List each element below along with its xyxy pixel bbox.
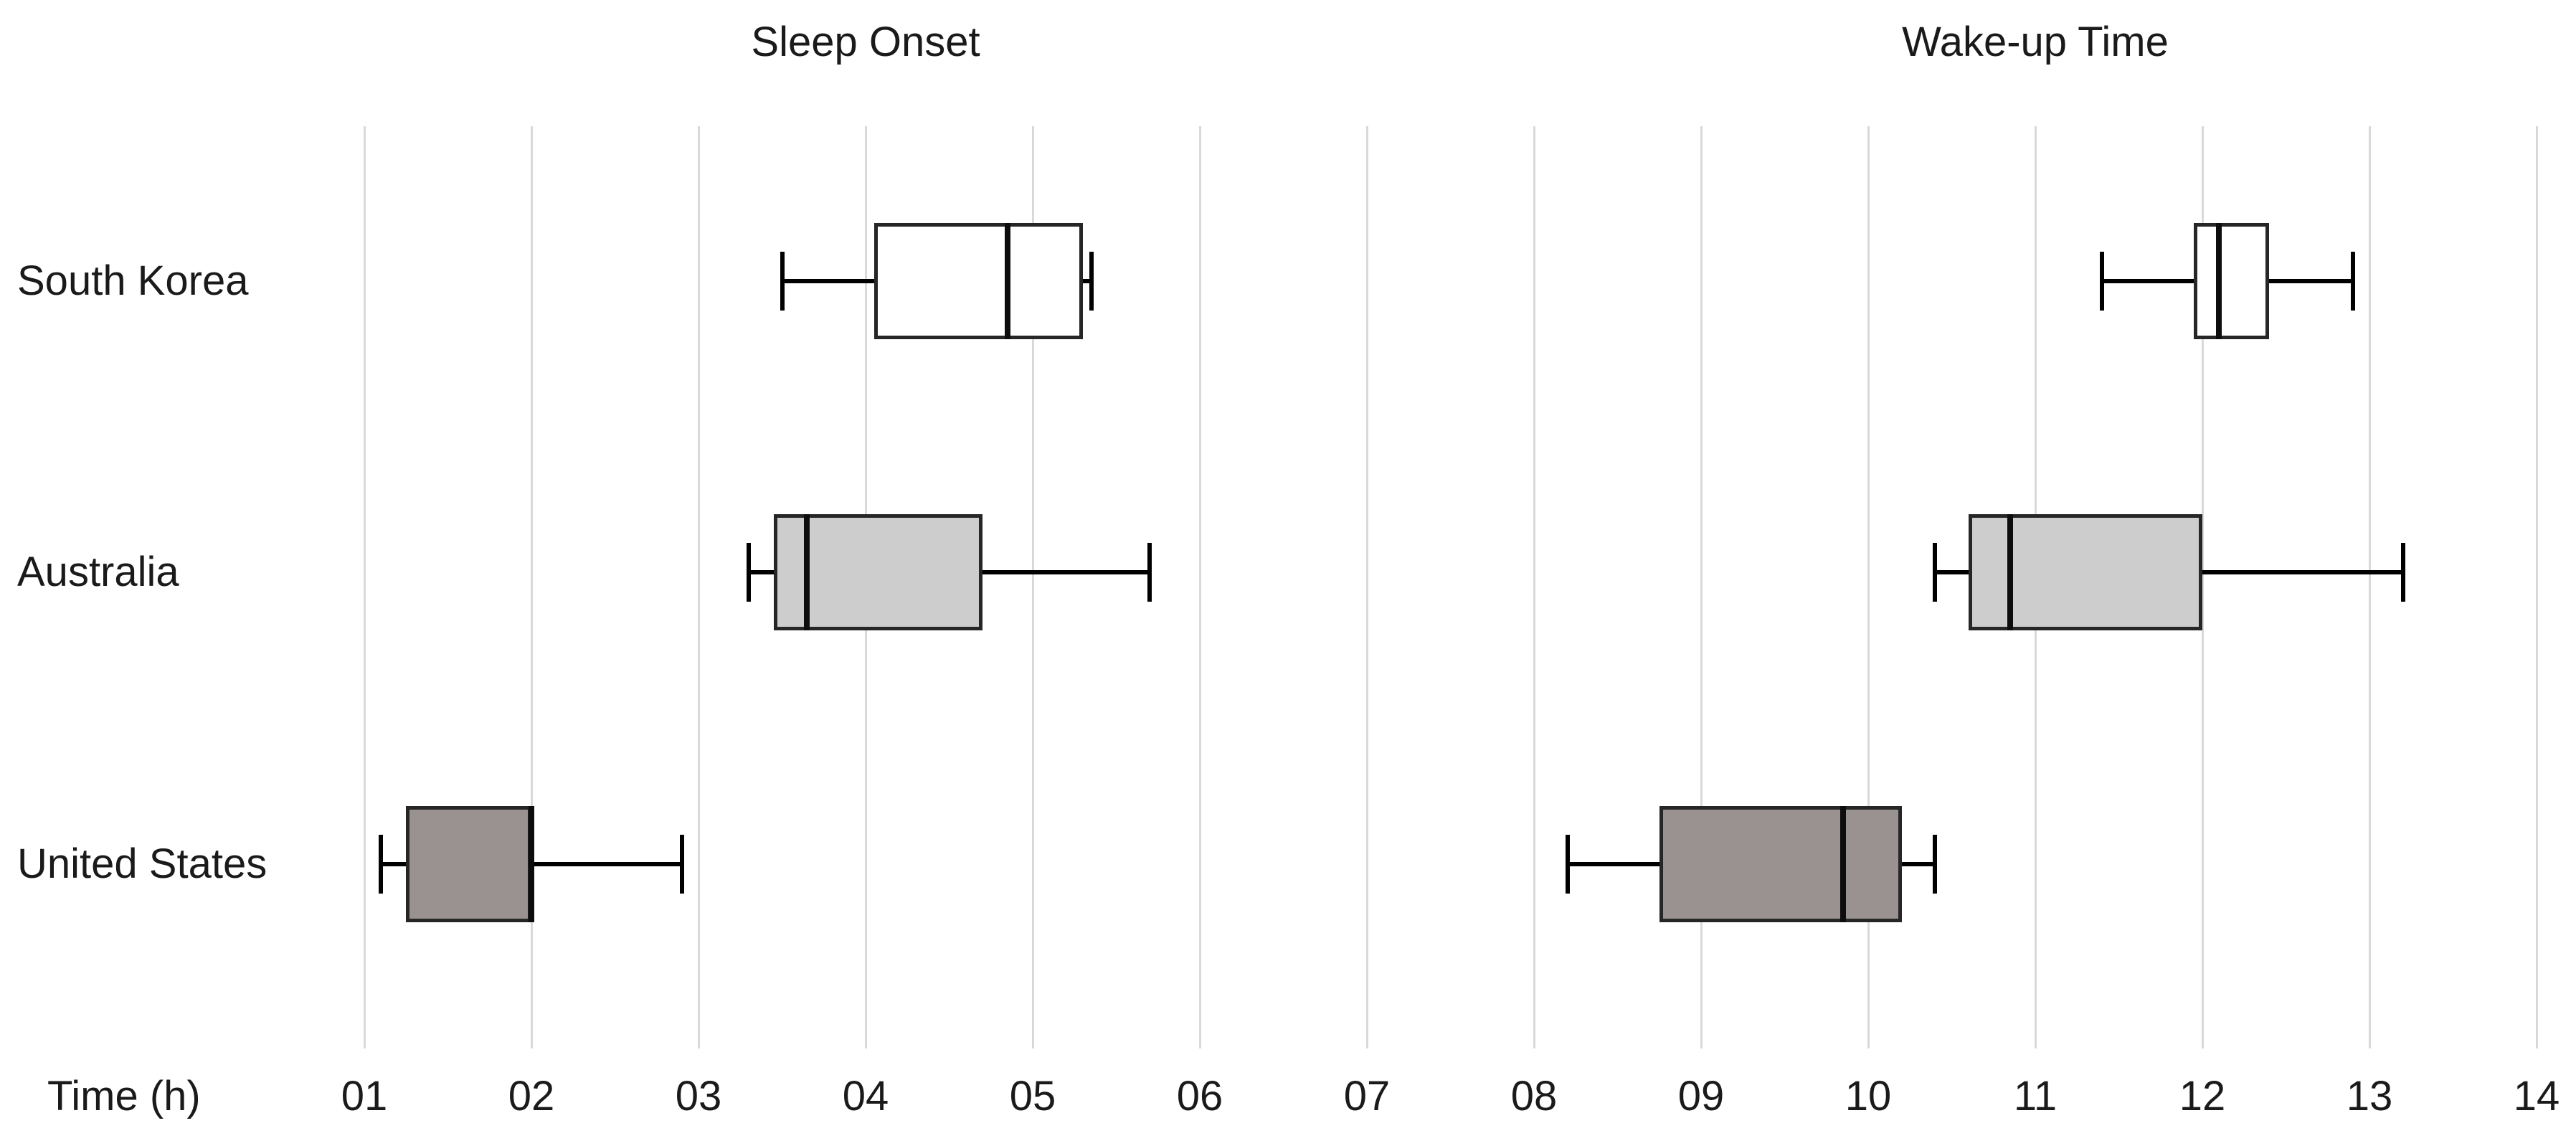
box-south-korea-sleep-onset bbox=[873, 223, 1083, 339]
category-label-south-korea: South Korea bbox=[17, 257, 249, 304]
median-australia-sleep-onset bbox=[804, 514, 810, 630]
whisker-cap-min-south-korea-wake-up-time bbox=[2100, 252, 2105, 311]
box-united-states-wake-up-time bbox=[1659, 806, 1902, 922]
median-south-korea-sleep-onset bbox=[1005, 223, 1011, 339]
whisker-cap-min-united-states-sleep-onset bbox=[379, 835, 384, 894]
x-tick-10: 10 bbox=[1845, 1073, 1892, 1119]
whisker-cap-max-australia-sleep-onset bbox=[1147, 543, 1152, 602]
whisker-left-australia-wake-up-time bbox=[1935, 570, 1969, 574]
category-label-australia: Australia bbox=[17, 549, 179, 595]
whisker-left-united-states-sleep-onset bbox=[381, 862, 407, 866]
gridline-01 bbox=[363, 126, 366, 1048]
gridline-02 bbox=[530, 126, 533, 1048]
x-tick-08: 08 bbox=[1510, 1073, 1558, 1119]
x-tick-12: 12 bbox=[2179, 1073, 2226, 1119]
whisker-cap-min-australia-sleep-onset bbox=[746, 543, 751, 602]
box-united-states-sleep-onset bbox=[406, 806, 531, 922]
x-tick-13: 13 bbox=[2346, 1073, 2393, 1119]
gridline-12 bbox=[2201, 126, 2204, 1048]
x-tick-04: 04 bbox=[842, 1073, 889, 1119]
x-tick-09: 09 bbox=[1677, 1073, 1725, 1119]
whisker-left-united-states-wake-up-time bbox=[1567, 862, 1659, 866]
gridline-14 bbox=[2535, 126, 2538, 1048]
whisker-cap-min-australia-wake-up-time bbox=[1933, 543, 1938, 602]
panel-title-sleep-onset: Sleep Onset bbox=[751, 19, 980, 65]
median-united-states-wake-up-time bbox=[1840, 806, 1847, 922]
whisker-cap-max-australia-wake-up-time bbox=[2400, 543, 2405, 602]
box-australia-wake-up-time bbox=[1968, 514, 2202, 630]
x-tick-07: 07 bbox=[1343, 1073, 1391, 1119]
whisker-cap-max-united-states-sleep-onset bbox=[679, 835, 684, 894]
gridline-06 bbox=[1198, 126, 1201, 1048]
x-tick-01: 01 bbox=[341, 1073, 388, 1119]
whisker-right-united-states-wake-up-time bbox=[1901, 862, 1936, 866]
whisker-left-south-korea-wake-up-time bbox=[2102, 279, 2194, 283]
gridline-07 bbox=[1365, 126, 1368, 1048]
category-label-united-states: United States bbox=[17, 840, 267, 887]
whisker-right-south-korea-sleep-onset bbox=[1082, 279, 1092, 283]
x-tick-14: 14 bbox=[2513, 1073, 2560, 1119]
gridline-09 bbox=[1700, 126, 1703, 1048]
gridline-10 bbox=[1867, 126, 1870, 1048]
whisker-left-australia-sleep-onset bbox=[748, 570, 774, 574]
x-tick-05: 05 bbox=[1009, 1073, 1056, 1119]
whisker-cap-min-south-korea-sleep-onset bbox=[780, 252, 785, 311]
x-tick-02: 02 bbox=[508, 1073, 555, 1119]
whisker-cap-min-united-states-wake-up-time bbox=[1565, 835, 1570, 894]
box-south-korea-wake-up-time bbox=[2194, 223, 2270, 339]
x-tick-03: 03 bbox=[675, 1073, 722, 1119]
whisker-cap-max-south-korea-sleep-onset bbox=[1089, 252, 1094, 311]
x-tick-06: 06 bbox=[1176, 1073, 1223, 1119]
whisker-right-south-korea-wake-up-time bbox=[2269, 279, 2353, 283]
whisker-cap-max-united-states-wake-up-time bbox=[1933, 835, 1938, 894]
median-australia-wake-up-time bbox=[2007, 514, 2014, 630]
whisker-right-australia-sleep-onset bbox=[982, 570, 1150, 574]
x-axis-label: Time (h) bbox=[47, 1073, 201, 1119]
x-tick-11: 11 bbox=[2013, 1073, 2058, 1119]
whisker-left-south-korea-sleep-onset bbox=[782, 279, 874, 283]
whisker-right-united-states-sleep-onset bbox=[531, 862, 682, 866]
whisker-cap-max-south-korea-wake-up-time bbox=[2350, 252, 2355, 311]
median-south-korea-wake-up-time bbox=[2216, 223, 2222, 339]
panel-title-wake-up-time: Wake-up Time bbox=[1902, 19, 2169, 65]
gridline-08 bbox=[1533, 126, 1535, 1048]
median-united-states-sleep-onset bbox=[529, 806, 534, 922]
gridline-05 bbox=[1031, 126, 1034, 1048]
gridline-13 bbox=[2368, 126, 2371, 1048]
gridline-03 bbox=[697, 126, 700, 1048]
whisker-right-australia-wake-up-time bbox=[2202, 570, 2403, 574]
